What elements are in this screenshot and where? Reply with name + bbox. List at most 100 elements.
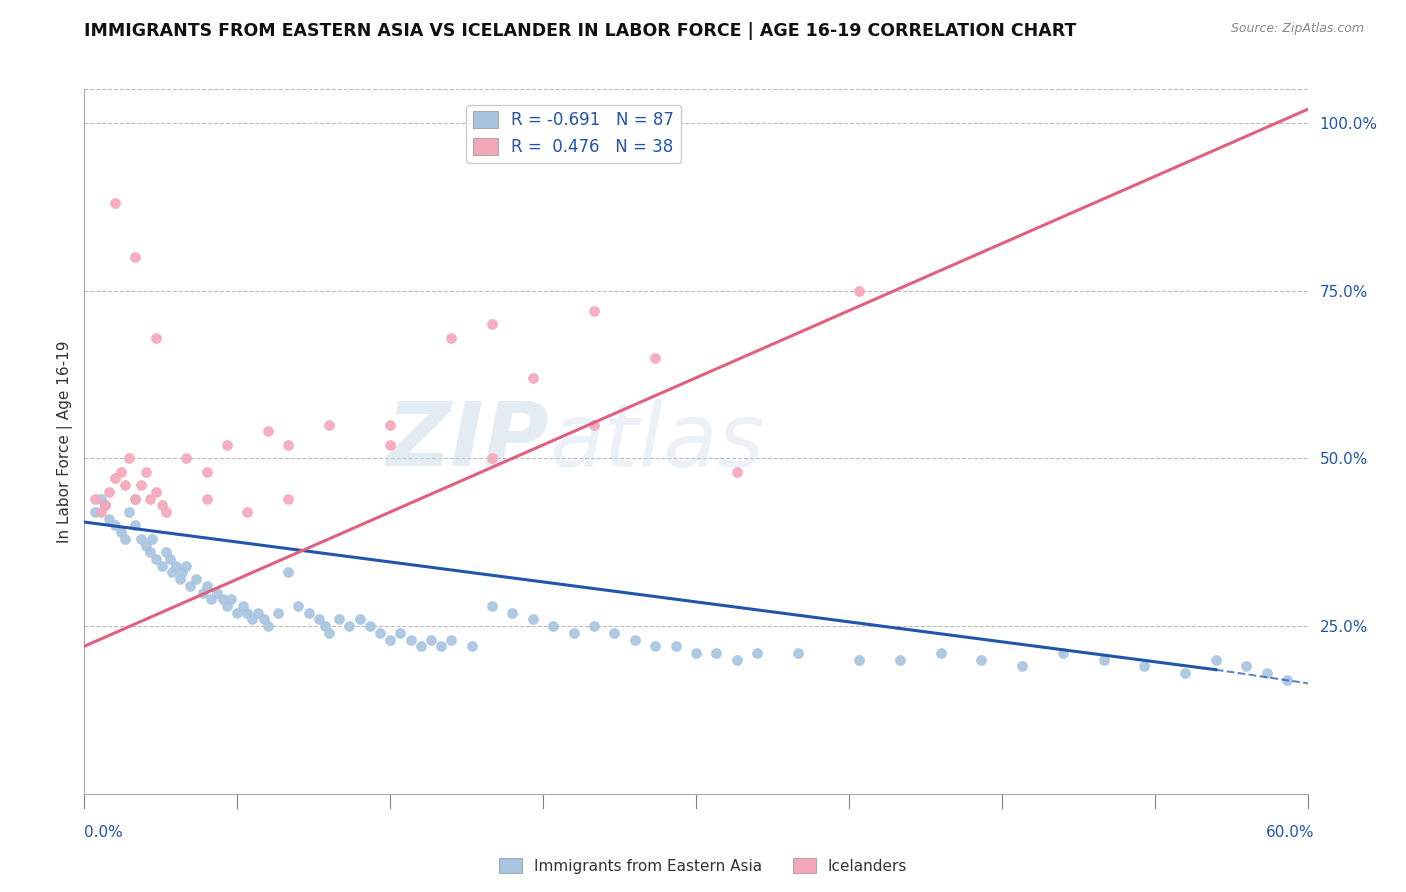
Point [461, 639, 484, 653]
Point [1205, 653, 1227, 667]
Point [287, 599, 309, 613]
Point [389, 625, 412, 640]
Point [1277, 673, 1299, 687]
Point [603, 625, 626, 640]
Point [90, 505, 112, 519]
Point [159, 552, 181, 566]
Point [257, 425, 280, 439]
Point [257, 619, 280, 633]
Point [135, 539, 157, 553]
Point [624, 632, 647, 647]
Point [685, 646, 707, 660]
Point [314, 619, 336, 633]
Text: 0.0%: 0.0% [84, 825, 124, 840]
Point [104, 196, 127, 211]
Point [138, 545, 160, 559]
Point [212, 592, 235, 607]
Point [200, 592, 222, 607]
Point [380, 417, 402, 432]
Point [118, 451, 141, 466]
Point [1011, 659, 1033, 673]
Point [522, 612, 544, 626]
Point [380, 632, 402, 647]
Text: atlas: atlas [550, 399, 763, 484]
Point [93, 498, 117, 512]
Point [240, 612, 263, 626]
Point [150, 498, 173, 512]
Point [889, 653, 911, 667]
Point [787, 646, 810, 660]
Point [929, 646, 952, 660]
Point [195, 491, 218, 506]
Point [481, 599, 503, 613]
Point [267, 606, 290, 620]
Point [114, 478, 136, 492]
Point [150, 558, 173, 573]
Point [124, 518, 146, 533]
Point [420, 632, 443, 647]
Point [104, 518, 127, 533]
Point [583, 303, 606, 318]
Point [1256, 666, 1278, 681]
Point [848, 284, 870, 298]
Point [277, 438, 299, 452]
Point [481, 317, 503, 331]
Point [110, 525, 132, 540]
Point [236, 606, 259, 620]
Point [226, 606, 249, 620]
Point [135, 465, 157, 479]
Point [236, 505, 259, 519]
Point [481, 451, 503, 466]
Point [440, 330, 463, 344]
Point [380, 438, 402, 452]
Point [562, 625, 585, 640]
Point [399, 632, 422, 647]
Point [145, 484, 167, 499]
Text: ZIP: ZIP [387, 398, 550, 485]
Point [368, 625, 391, 640]
Point [359, 619, 381, 633]
Legend: Immigrants from Eastern Asia, Icelanders: Immigrants from Eastern Asia, Icelanders [492, 852, 914, 880]
Point [172, 566, 194, 580]
Point [131, 532, 153, 546]
Point [339, 619, 361, 633]
Point [219, 592, 242, 607]
Point [186, 572, 208, 586]
Point [169, 572, 191, 586]
Point [165, 558, 187, 573]
Text: IMMIGRANTS FROM EASTERN ASIA VS ICELANDER IN LABOR FORCE | AGE 16-19 CORRELATION: IMMIGRANTS FROM EASTERN ASIA VS ICELANDE… [84, 22, 1077, 40]
Point [138, 491, 160, 506]
Point [191, 585, 214, 599]
Point [195, 465, 218, 479]
Point [725, 465, 748, 479]
Point [644, 351, 666, 365]
Point [308, 612, 330, 626]
Text: 60.0%: 60.0% [1267, 825, 1315, 840]
Point [246, 606, 269, 620]
Point [131, 478, 153, 492]
Point [583, 619, 606, 633]
Point [176, 451, 198, 466]
Point [1236, 659, 1258, 673]
Point [277, 491, 299, 506]
Point [253, 612, 276, 626]
Point [277, 566, 299, 580]
Point [725, 653, 748, 667]
Point [110, 465, 132, 479]
Point [155, 505, 177, 519]
Point [124, 491, 146, 506]
Point [217, 438, 239, 452]
Point [179, 579, 201, 593]
Point [1052, 646, 1074, 660]
Point [97, 512, 120, 526]
Point [747, 646, 769, 660]
Point [104, 471, 127, 485]
Point [217, 599, 239, 613]
Point [706, 646, 728, 660]
Point [440, 632, 463, 647]
Text: Source: ZipAtlas.com: Source: ZipAtlas.com [1230, 22, 1364, 36]
Point [145, 330, 167, 344]
Point [83, 505, 105, 519]
Point [1092, 653, 1115, 667]
Point [543, 619, 565, 633]
